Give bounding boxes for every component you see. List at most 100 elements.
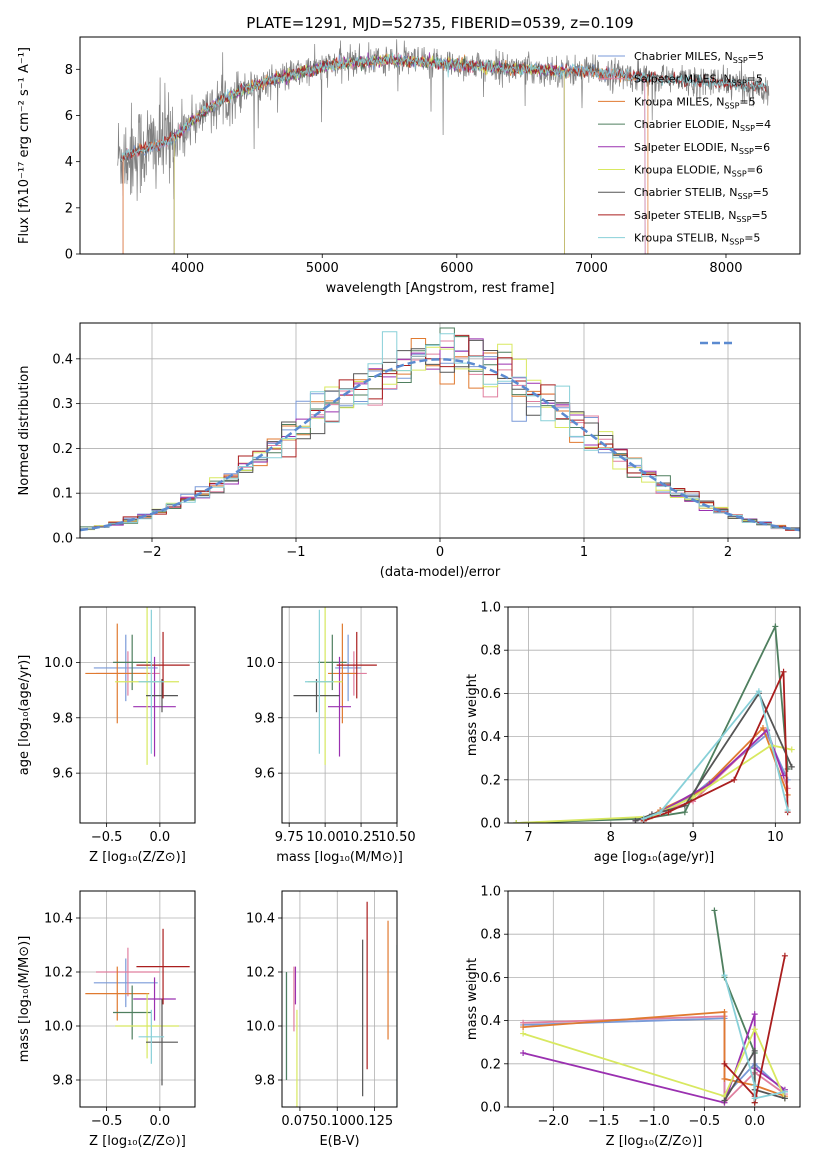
y-tick-label: 6 [65, 109, 73, 124]
weight-marker [520, 1024, 527, 1031]
legend-entry: Chabrier MILES, NSSP=5 [634, 50, 764, 65]
x-tick-label: 0.125 [356, 1114, 393, 1129]
legend-value: =6 [747, 164, 763, 177]
legend-value: =5 [739, 95, 755, 108]
y-tick-label: 0.2 [52, 442, 73, 457]
x-axis-label: (data-model)/error [380, 565, 501, 580]
legend-value: =5 [747, 73, 763, 86]
weight-line [723, 1047, 786, 1101]
normal-curve [80, 358, 800, 532]
weight-marker [681, 809, 688, 816]
x-tick-label: 8000 [709, 261, 742, 276]
legend-subscript: SSP [724, 101, 739, 110]
model-spectrum-line [173, 53, 565, 254]
y-tick-label: 2 [65, 201, 73, 216]
x-tick-label: 0.100 [319, 1114, 356, 1129]
model-spectrum-line [120, 55, 767, 160]
age-vs-Z-frame [79, 606, 196, 824]
legend-subscript: SSP [733, 56, 748, 65]
y-tick-label: 0.6 [480, 687, 501, 702]
weight-marker [781, 952, 788, 959]
weight-marker [751, 1095, 758, 1102]
y-tick-label: 0.1 [52, 487, 73, 502]
x-tick-label: 4000 [171, 261, 204, 276]
weight-marker [788, 746, 795, 753]
x-tick-label: 7 [524, 830, 532, 845]
y-tick-label: 0.3 [52, 397, 73, 412]
x-tick-label: 10.25 [342, 830, 379, 845]
y-tick-label: 0.4 [480, 1014, 501, 1029]
y-axis-label: mass [log₁₀(M/M⊙)] [17, 936, 32, 1063]
weight-line [516, 623, 789, 823]
x-axis-label: E(B-V) [319, 1134, 359, 1149]
x-tick-label: 9 [689, 830, 697, 845]
x-axis-label: Z [log₁₀(Z/Z⊙)] [89, 850, 186, 865]
legend-subscript: SSP [740, 124, 755, 133]
y-tick-label: 9.6 [52, 767, 73, 782]
weight-marker [751, 1047, 758, 1054]
weight-marker [721, 972, 728, 979]
x-tick-label: −0.5 [91, 1114, 123, 1129]
weight-marker [711, 907, 718, 914]
x-tick-label: −0.5 [689, 1114, 721, 1129]
legend-entry: Chabrier ELODIE, NSSP=4 [634, 118, 771, 133]
weight-marker [721, 1075, 728, 1082]
x-tick-label: −1.5 [588, 1114, 620, 1129]
y-tick-label: 10.4 [44, 912, 73, 927]
y-tick-label: 0.0 [480, 1101, 501, 1116]
legend-subscript: SSP [729, 238, 744, 247]
weight-line [516, 744, 792, 823]
y-tick-label: 1.0 [480, 885, 501, 900]
y-tick-label: 1.0 [480, 601, 501, 616]
legend-subscript: SSP [739, 147, 754, 156]
weight-marker [751, 1026, 758, 1033]
weight-marker [665, 809, 672, 816]
x-tick-label: −2.0 [538, 1114, 570, 1129]
weight-line [635, 728, 785, 822]
weight-marker [784, 807, 791, 814]
mass-vs-Z-frame [79, 890, 196, 1108]
x-tick-label: 10.50 [378, 830, 415, 845]
weight-marker [772, 623, 779, 630]
legend-subscript: SSP [732, 79, 747, 88]
residuals-frame [79, 322, 801, 539]
model-spectrum-line [173, 54, 565, 254]
weight-marker [513, 820, 520, 823]
x-tick-label: 10 [767, 830, 784, 845]
weight-marker [520, 1050, 527, 1056]
mass-vs-ebv-frame [281, 890, 398, 1108]
age-vs-mass-plot-area [282, 607, 397, 823]
legend-entry: Kroupa ELODIE, NSSP=6 [634, 164, 763, 179]
weight-marker [640, 815, 647, 822]
y-tick-label: 0.8 [480, 928, 501, 943]
weight-line [522, 1026, 786, 1099]
age-vs-mass-frame [281, 606, 398, 824]
histogram-step [80, 334, 800, 538]
weight-marker [788, 763, 795, 770]
y-tick-label: 9.8 [52, 711, 73, 726]
x-tick-label: 0 [436, 545, 444, 560]
weight-marker [721, 1008, 728, 1015]
model-spectrum-line [122, 54, 646, 254]
x-tick-label: 0.075 [281, 1114, 318, 1129]
legend-value: =5 [751, 209, 767, 222]
y-axis-label: Normed distribution [17, 366, 32, 496]
weight-marker [780, 668, 787, 675]
y-tick-label: 9.8 [52, 1074, 73, 1089]
x-tick-label: 9.75 [275, 830, 304, 845]
x-tick-label: −0.5 [91, 830, 123, 845]
legend-entry: Kroupa STELIB, NSSP=5 [634, 232, 760, 247]
y-axis-label: Flux [fλ10⁻¹⁷ erg cm⁻² s⁻¹ A⁻¹] [17, 47, 32, 244]
weight-line [643, 689, 789, 820]
y-axis-label: mass weight [465, 674, 480, 756]
weight-marker [781, 1088, 788, 1095]
x-tick-label: 1 [580, 545, 588, 560]
y-tick-label: 0.6 [480, 971, 501, 986]
weight-marker [781, 1095, 788, 1102]
y-tick-label: 10.4 [246, 912, 275, 927]
y-tick-label: 10.2 [44, 966, 73, 981]
y-tick-label: 0.8 [480, 644, 501, 659]
weight-vs-age-frame [507, 606, 801, 824]
x-tick-label: 7000 [575, 261, 608, 276]
